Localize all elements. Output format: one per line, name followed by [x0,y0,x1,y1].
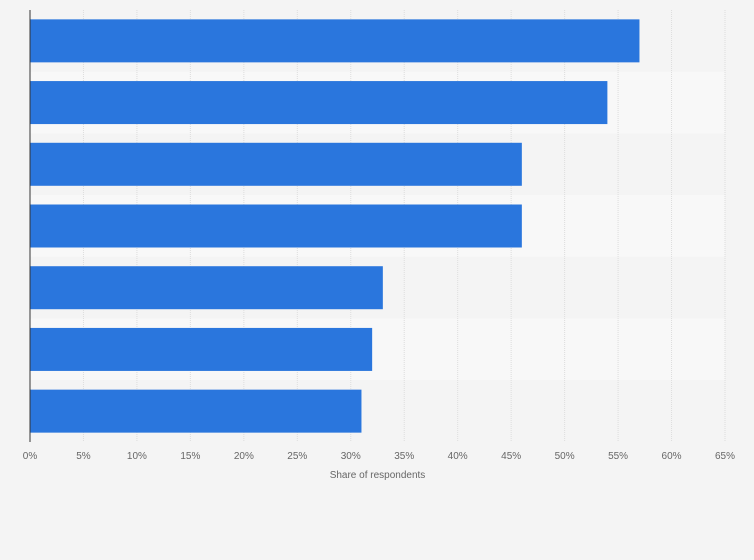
x-tick-label: 25% [287,451,307,462]
x-tick-label: 20% [234,451,254,462]
x-tick-label: 55% [608,451,628,462]
x-tick-label: 15% [180,451,200,462]
x-tick-label: 30% [341,451,361,462]
x-axis-ticks: 0% 5% 10% 15% 20% 25% 30% 35% 40% 45% 50% 55% 60% 65% [23,451,735,462]
bar[interactable] [30,327,373,371]
bars [30,19,640,433]
bar[interactable] [30,19,640,63]
x-tick-label: 40% [448,451,468,462]
x-tick-label: 60% [662,451,682,462]
x-tick-label: 65% [715,451,735,462]
x-tick-label: 0% [23,451,38,462]
x-tick-label: 10% [127,451,147,462]
x-tick-label: 45% [501,451,521,462]
bar[interactable] [30,81,608,125]
x-tick-label: 50% [555,451,575,462]
bar[interactable] [30,389,362,433]
x-axis-title: Share of respondents [330,470,426,481]
bar[interactable] [30,266,383,310]
x-tick-label: 35% [394,451,414,462]
bar[interactable] [30,142,522,186]
bar[interactable] [30,204,522,248]
x-tick-label: 5% [76,451,91,462]
